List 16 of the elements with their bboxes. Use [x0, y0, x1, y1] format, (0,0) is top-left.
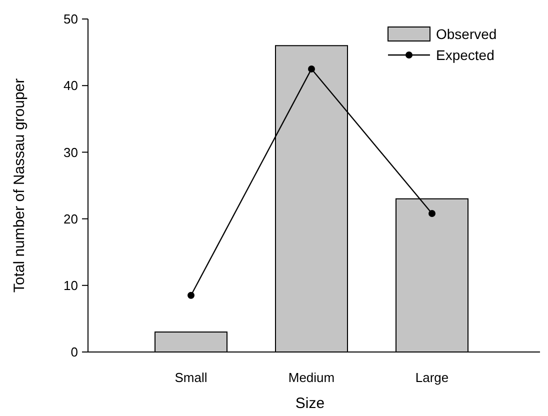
point: [428, 210, 436, 217]
point: [308, 65, 315, 72]
legend-label: Expected: [436, 46, 494, 63]
x-tick-label: Small: [174, 370, 208, 385]
y-tick-label: 50: [64, 12, 78, 27]
legend-label: Observed: [436, 26, 497, 42]
x-tick-label: Medium: [288, 370, 335, 385]
y-tick-label: 20: [64, 211, 78, 226]
x-axis-title: Size: [295, 395, 325, 412]
y-tick-label: 10: [64, 278, 78, 293]
point: [188, 292, 194, 299]
x-tick-label: Large: [415, 370, 449, 385]
y-tick-label: 30: [64, 144, 78, 160]
y-tick-label: 0: [70, 344, 78, 360]
y-axis-title: Total number of Nassau grouper: [11, 78, 28, 293]
y-tick-label: 40: [64, 78, 78, 94]
